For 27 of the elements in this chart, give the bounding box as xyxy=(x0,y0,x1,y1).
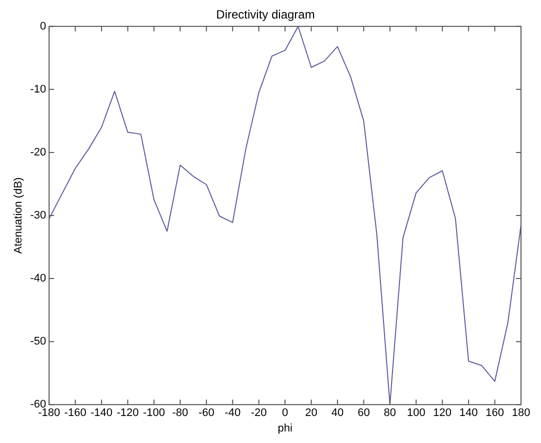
y-tick-label: -20 xyxy=(30,146,46,158)
y-tick-label: 0 xyxy=(40,20,46,32)
x-tick-label: -160 xyxy=(64,407,86,420)
y-axis-title: Atenuation (dB) xyxy=(12,177,25,254)
x-tick-label: -140 xyxy=(90,407,113,420)
x-tick-label: -40 xyxy=(224,407,241,420)
x-tick-label: 0 xyxy=(282,407,288,420)
x-tick-label: -120 xyxy=(116,407,139,420)
x-tick-label: -80 xyxy=(172,407,188,420)
x-tick-label: 140 xyxy=(459,407,478,420)
x-tick-label: 100 xyxy=(406,407,426,420)
y-tick-label: -30 xyxy=(30,210,46,222)
x-tick-label: 60 xyxy=(358,407,370,420)
chart-title: Directivity diagram xyxy=(216,8,315,22)
x-tick-label: 80 xyxy=(384,407,396,420)
x-tick-label: 180 xyxy=(512,407,530,420)
x-tick-label: -20 xyxy=(250,407,267,420)
x-axis-title: phi xyxy=(278,422,292,434)
x-tick-label: -60 xyxy=(198,407,214,420)
x-tick-label: 40 xyxy=(331,407,344,420)
y-tick-label: -10 xyxy=(30,83,46,96)
y-tick-label: -40 xyxy=(30,272,46,285)
x-tick-label: 20 xyxy=(305,407,318,420)
x-tick-label: 120 xyxy=(433,407,452,420)
x-tick-label: 160 xyxy=(486,407,504,420)
x-tick-label: -100 xyxy=(142,407,165,420)
y-tick-label: -50 xyxy=(30,336,46,348)
